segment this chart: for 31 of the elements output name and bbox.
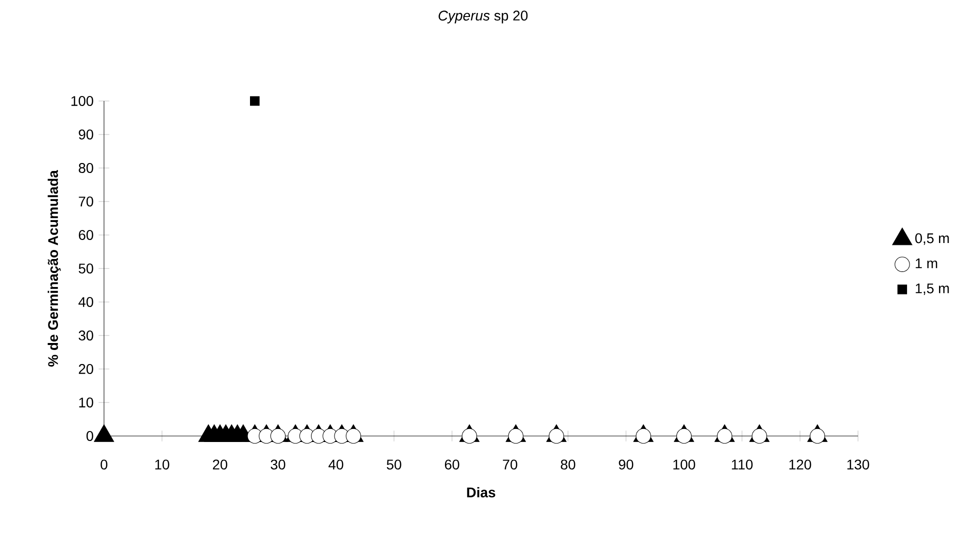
x-tick-label: 50 xyxy=(386,460,402,470)
y-tick-label: 60 xyxy=(78,230,94,240)
x-tick-label: 110 xyxy=(732,460,753,470)
y-tick-label: 0 xyxy=(86,431,94,441)
x-tick-label: 70 xyxy=(502,460,518,470)
x-tick-label: 120 xyxy=(789,460,812,470)
x-tick-label: 10 xyxy=(155,460,170,470)
y-tick-label: 10 xyxy=(79,398,94,408)
legend-label: 1 m xyxy=(916,258,938,268)
y-tick-label: 30 xyxy=(78,330,94,340)
y-tick-label: 40 xyxy=(78,297,94,307)
x-tick-label: 30 xyxy=(270,460,286,470)
legend-label: 0,5 m xyxy=(915,233,949,245)
x-axis-title: Dias xyxy=(467,487,496,498)
y-axis-title: % de Germinação Acumulada xyxy=(48,170,61,367)
x-tick-label: 40 xyxy=(328,460,344,470)
x-tick-label: 20 xyxy=(212,460,228,470)
chart-title: Cyperus sp 20 xyxy=(438,10,528,24)
x-tick-label: 0 xyxy=(100,460,108,470)
y-tick-label: 70 xyxy=(78,196,94,206)
x-tick-label: 60 xyxy=(444,460,460,470)
y-tick-label: 20 xyxy=(78,364,94,374)
y-tick-label: 100 xyxy=(71,96,94,106)
x-tick-label: 130 xyxy=(847,460,870,470)
y-tick-label: 80 xyxy=(78,163,94,173)
y-tick-label: 50 xyxy=(78,264,94,274)
x-tick-label: 90 xyxy=(618,460,634,470)
x-tick-label: 100 xyxy=(673,460,696,470)
y-tick-label: 90 xyxy=(78,130,94,140)
x-tick-label: 80 xyxy=(560,460,576,470)
legend-label: 1,5 m xyxy=(916,284,949,295)
